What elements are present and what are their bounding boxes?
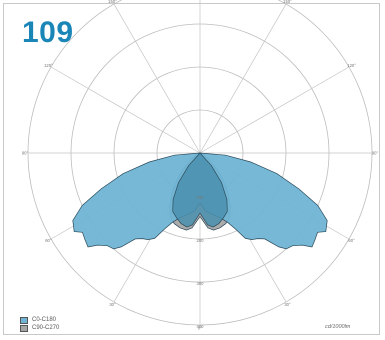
angle-label-10: 120° <box>347 63 356 68</box>
legend-swatch-c0 <box>20 317 28 324</box>
angle-label-3: 90° <box>22 151 29 156</box>
angle-label-9: 90° <box>372 151 379 156</box>
angle-label-2: 120° <box>44 63 53 68</box>
angle-label-6: 0° <box>198 326 202 331</box>
grid-spoke-210 <box>51 67 200 153</box>
angle-label-1: 150° <box>108 0 117 4</box>
angle-label-7: 30° <box>284 302 291 307</box>
grid-spoke-330 <box>200 67 349 153</box>
angle-label-4: 60° <box>45 238 52 243</box>
legend-item-c90: C90-C270 <box>20 324 59 332</box>
unit-label: cd/1000lm <box>325 324 350 330</box>
angle-label-5: 30° <box>109 302 116 307</box>
legend-swatch-c90 <box>20 325 28 332</box>
radial-tick-label-100: 100 <box>197 195 205 200</box>
radial-tick-label-200: 200 <box>197 238 205 243</box>
grid-spoke-300 <box>200 4 286 153</box>
angle-label-8: 60° <box>348 238 355 243</box>
legend-label-c90: C90-C270 <box>32 325 59 331</box>
legend-label-c0: C0-C180 <box>32 317 56 323</box>
legend: C0-C180 C90-C270 <box>20 316 59 332</box>
angle-label-11: 150° <box>283 0 292 4</box>
grid-spoke-240 <box>114 4 200 153</box>
legend-item-c0: C0-C180 <box>20 316 59 324</box>
radial-tick-label-300: 300 <box>197 281 205 286</box>
